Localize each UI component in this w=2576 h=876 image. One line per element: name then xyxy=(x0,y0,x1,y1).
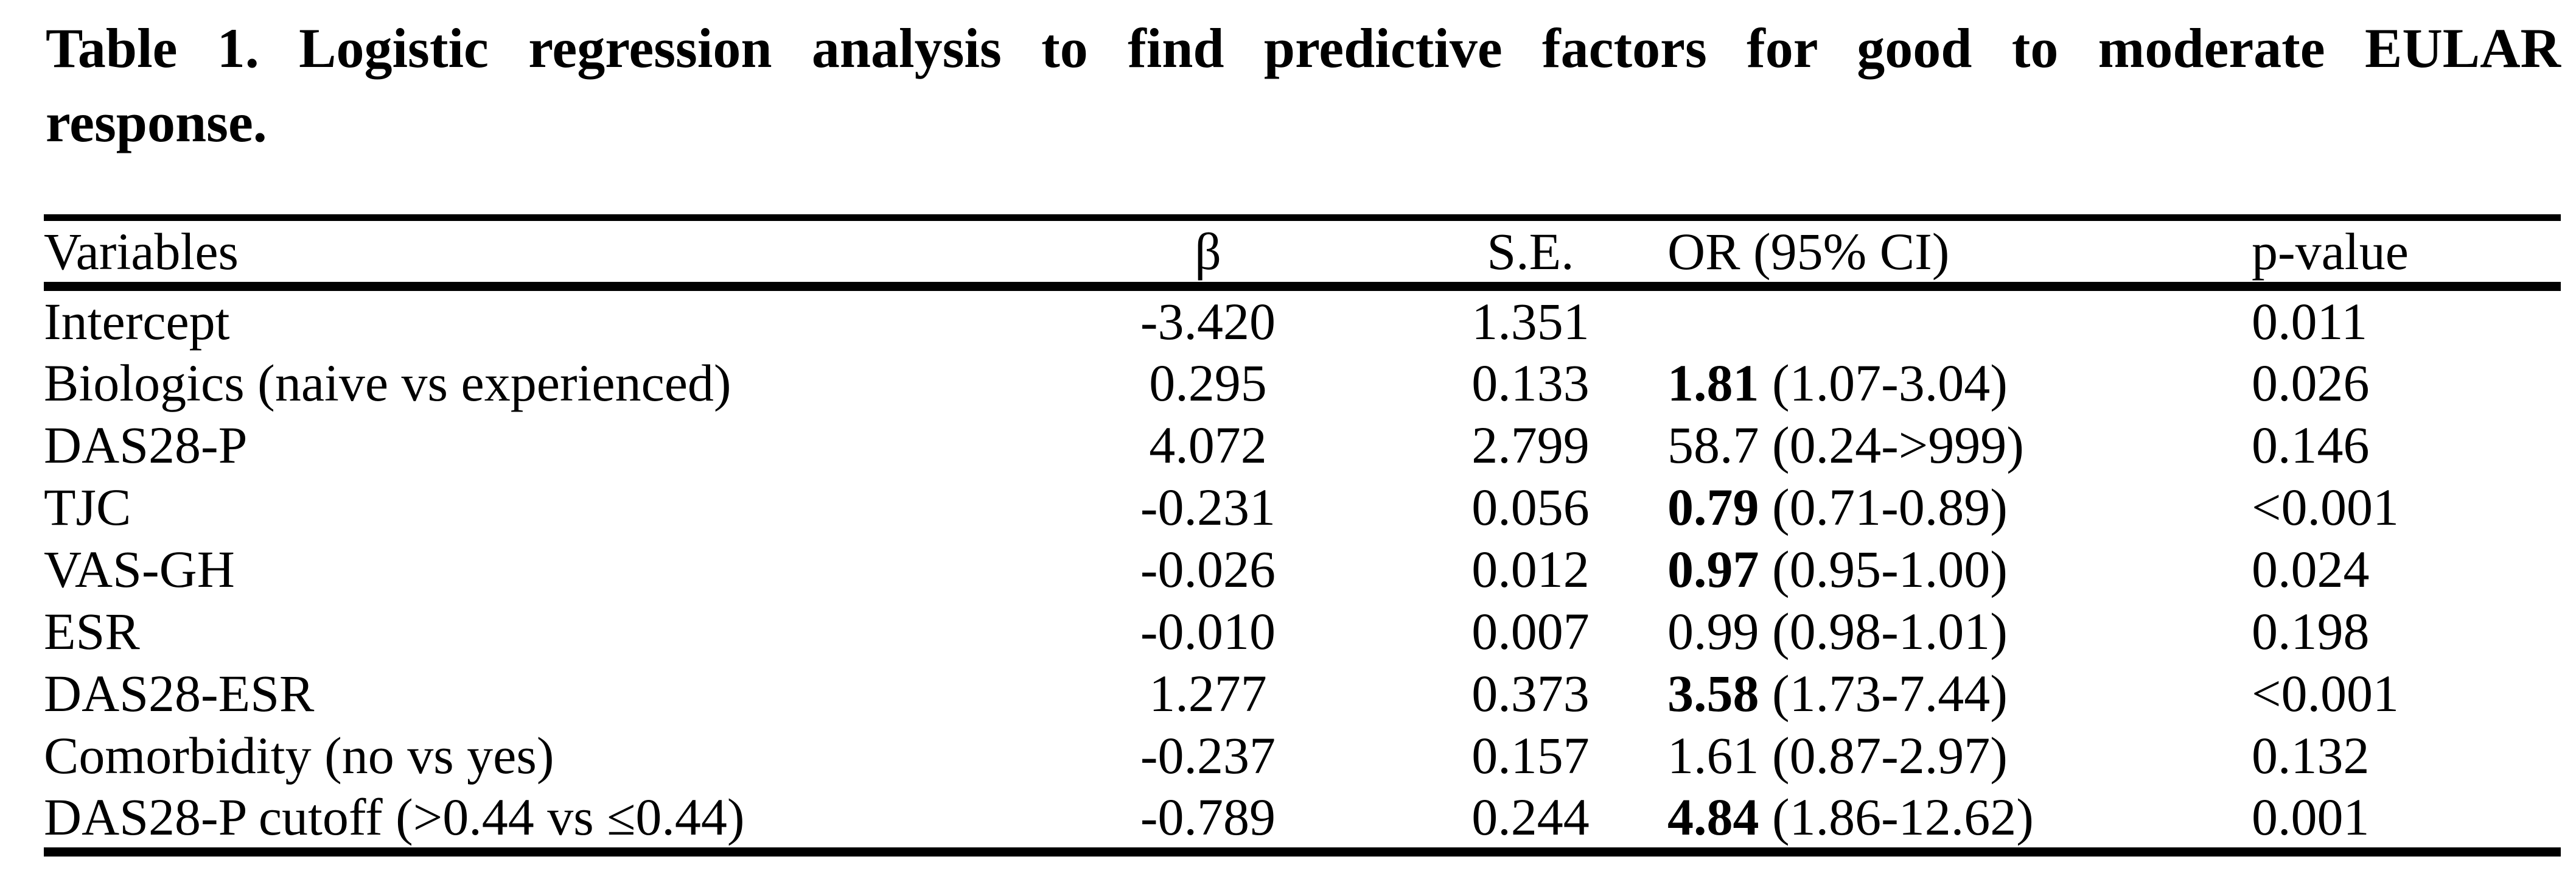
cell-variable: Biologics (naive vs experienced) xyxy=(44,354,731,412)
cell-p-value: 0.132 xyxy=(2252,726,2370,785)
cell-se: 0.007 xyxy=(1471,602,1590,661)
table-body: Intercept -3.420 1.351 0.011 Biologics (… xyxy=(44,287,2561,852)
cell-se: 0.012 xyxy=(1471,540,1590,598)
cell-p-value: <0.001 xyxy=(2252,664,2400,723)
table-row: Comorbidity (no vs yes) -0.237 0.157 1.6… xyxy=(44,724,2561,787)
table-row: VAS-GH -0.026 0.012 0.97 (0.95-1.00) 0.0… xyxy=(44,538,2561,600)
cell-p-value: 0.011 xyxy=(2252,292,2368,351)
cell-or-ci: 3.58 (1.73-7.44) xyxy=(1667,662,2252,724)
or-value: 0.97 xyxy=(1667,540,1759,598)
cell-or-ci: 0.99 (0.98-1.01) xyxy=(1667,600,2252,662)
or-value: 1.61 xyxy=(1667,726,1759,785)
cell-beta: -0.237 xyxy=(1140,726,1276,785)
cell-or-ci: 0.97 (0.95-1.00) xyxy=(1667,538,2252,600)
ci-range: (1.07-3.04) xyxy=(1772,354,2008,412)
cell-beta: -0.010 xyxy=(1140,602,1276,661)
or-value: 0.79 xyxy=(1667,478,1759,536)
column-header-variables: Variables xyxy=(44,222,239,281)
column-header-beta: β xyxy=(1195,222,1221,281)
cell-or-ci xyxy=(1667,287,2252,352)
ci-range: (0.98-1.01) xyxy=(1772,602,2008,661)
cell-se: 0.133 xyxy=(1471,354,1590,412)
cell-or-ci: 4.84 (1.86-12.62) xyxy=(1667,787,2252,852)
logistic-regression-table: Variables β S.E. OR (95% CI) p-value Int… xyxy=(44,214,2561,857)
or-value: 58.7 xyxy=(1667,416,1759,474)
cell-se: 0.056 xyxy=(1471,478,1590,536)
cell-se: 0.373 xyxy=(1471,664,1590,723)
table-caption-line-1: Table 1. Logistic regression analysis to… xyxy=(46,17,2561,79)
table-row: ESR -0.010 0.007 0.99 (0.98-1.01) 0.198 xyxy=(44,600,2561,662)
cell-se: 1.351 xyxy=(1471,292,1590,351)
or-value: 4.84 xyxy=(1667,788,1759,846)
cell-beta: 1.277 xyxy=(1149,664,1267,723)
table-row: DAS28-P 4.072 2.799 58.7 (0.24->999) 0.1… xyxy=(44,414,2561,476)
cell-beta: 0.295 xyxy=(1149,354,1267,412)
table-caption-line-2: response. xyxy=(46,91,267,153)
cell-variable: TJC xyxy=(44,478,131,536)
cell-or-ci: 1.61 (0.87-2.97) xyxy=(1667,724,2252,787)
cell-beta: -3.420 xyxy=(1140,292,1276,351)
ci-range: (0.87-2.97) xyxy=(1772,726,2008,785)
cell-variable: Comorbidity (no vs yes) xyxy=(44,726,554,785)
cell-variable: DAS28-ESR xyxy=(44,664,315,723)
column-header-p-value: p-value xyxy=(2252,222,2409,281)
table-row: DAS28-P cutoff (>0.44 vs ≤0.44) -0.789 0… xyxy=(44,787,2561,852)
table-header: Variables β S.E. OR (95% CI) p-value xyxy=(44,218,2561,287)
cell-se: 0.157 xyxy=(1471,726,1590,785)
table-row: Biologics (naive vs experienced) 0.295 0… xyxy=(44,352,2561,414)
cell-p-value: 0.026 xyxy=(2252,354,2370,412)
cell-or-ci: 58.7 (0.24->999) xyxy=(1667,414,2252,476)
cell-p-value: 0.024 xyxy=(2252,540,2370,598)
cell-beta: -0.026 xyxy=(1140,540,1276,598)
or-value: 3.58 xyxy=(1667,664,1759,723)
cell-beta: 4.072 xyxy=(1149,416,1267,474)
ci-range: (1.86-12.62) xyxy=(1772,788,2034,846)
column-header-se: S.E. xyxy=(1487,222,1574,281)
table-row: DAS28-ESR 1.277 0.373 3.58 (1.73-7.44) <… xyxy=(44,662,2561,724)
cell-variable: Intercept xyxy=(44,292,230,351)
cell-p-value: 0.146 xyxy=(2252,416,2370,474)
cell-variable: DAS28-P xyxy=(44,416,248,474)
table-row: Intercept -3.420 1.351 0.011 xyxy=(44,287,2561,352)
cell-p-value: 0.001 xyxy=(2252,788,2370,846)
table-row: TJC -0.231 0.056 0.79 (0.71-0.89) <0.001 xyxy=(44,476,2561,538)
cell-beta: -0.231 xyxy=(1140,478,1276,536)
or-value: 0.99 xyxy=(1667,602,1759,661)
cell-variable: VAS-GH xyxy=(44,540,235,598)
cell-or-ci: 0.79 (0.71-0.89) xyxy=(1667,476,2252,538)
cell-beta: -0.789 xyxy=(1140,788,1276,846)
cell-p-value: 0.198 xyxy=(2252,602,2370,661)
cell-or-ci: 1.81 (1.07-3.04) xyxy=(1667,352,2252,414)
header-row: Variables β S.E. OR (95% CI) p-value xyxy=(44,218,2561,287)
cell-se: 2.799 xyxy=(1471,416,1590,474)
ci-range: (0.24->999) xyxy=(1772,416,2024,474)
ci-range: (0.95-1.00) xyxy=(1772,540,2008,598)
cell-p-value: <0.001 xyxy=(2252,478,2400,536)
or-value: 1.81 xyxy=(1667,354,1759,412)
ci-range: (0.71-0.89) xyxy=(1772,478,2008,536)
table-caption: Table 1. Logistic regression analysis to… xyxy=(46,11,2561,159)
cell-se: 0.244 xyxy=(1471,788,1590,846)
column-header-or-ci: OR (95% CI) xyxy=(1667,222,1950,281)
ci-range: (1.73-7.44) xyxy=(1772,664,2008,723)
cell-variable: DAS28-P cutoff (>0.44 vs ≤0.44) xyxy=(44,788,745,846)
cell-variable: ESR xyxy=(44,602,140,661)
